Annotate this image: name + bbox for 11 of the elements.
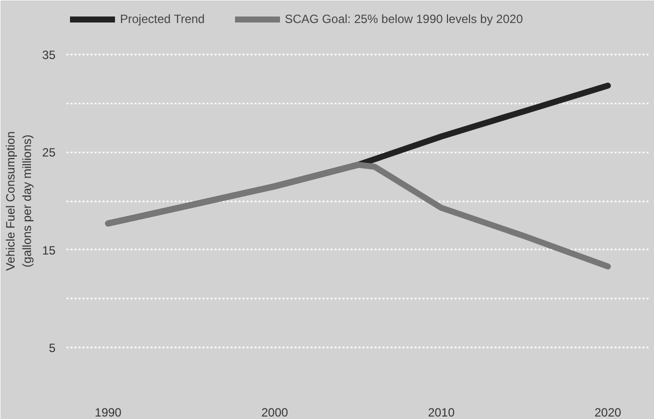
legend-label: Projected Trend: [120, 12, 205, 26]
y-tick-label: 5: [48, 341, 56, 356]
x-tick-label: 2020: [594, 406, 622, 419]
legend-label: SCAG Goal: 25% below 1990 levels by 2020: [284, 12, 523, 26]
y-tick-label: 25: [42, 146, 56, 160]
y-tick-label: 15: [42, 243, 56, 258]
x-tick-label: 2010: [428, 406, 455, 419]
x-tick-label: 2000: [261, 406, 288, 419]
y-axis-title: Vehicle Fuel Consumption (gallons per day millions): [3, 131, 34, 271]
x-tick-label: 1990: [94, 406, 122, 419]
y-tick-label: 35: [42, 48, 56, 62]
